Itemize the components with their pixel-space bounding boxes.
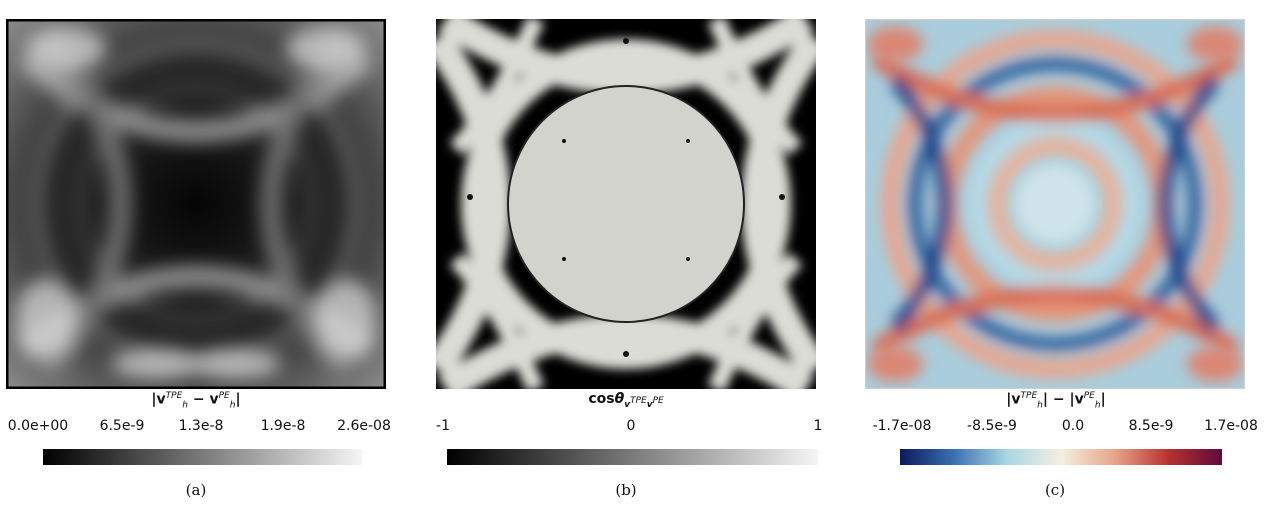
tick-label: 2.6e-08 (337, 418, 391, 434)
tick-label: 8.5e-9 (1128, 418, 1174, 434)
tick-label: 1.9e-8 (260, 418, 306, 434)
field-image-a (6, 19, 386, 389)
legend-title-b: cosθvTPEvPE (588, 391, 664, 410)
colorbar-c (900, 449, 1222, 465)
tick-label: 0 (626, 418, 636, 434)
tick-label: -8.5e-9 (967, 418, 1017, 434)
tick-label: 6.5e-9 (99, 418, 145, 434)
caption-a: (a) (185, 481, 207, 499)
legend-title-a: |vTPEh − vPEh| (151, 391, 241, 411)
tick-label: 1.3e-8 (178, 418, 224, 434)
tick-label: 0.0 (1061, 418, 1085, 434)
colorbar-a (43, 449, 362, 465)
caption-b: (b) (615, 481, 637, 499)
colorbar-b (447, 449, 818, 465)
field-image-c (865, 19, 1245, 389)
tick-label: 0.0e+00 (7, 418, 69, 434)
tick-label: -1.7e-08 (872, 418, 932, 434)
tick-label: 1.7e-08 (1204, 418, 1258, 434)
legend-title-c: |vTPEh| − |vPEh| (1006, 391, 1106, 411)
field-image-b (436, 19, 816, 389)
caption-c: (c) (1044, 481, 1066, 499)
tick-label: -1 (436, 418, 450, 434)
tick-label: 1 (813, 418, 823, 434)
